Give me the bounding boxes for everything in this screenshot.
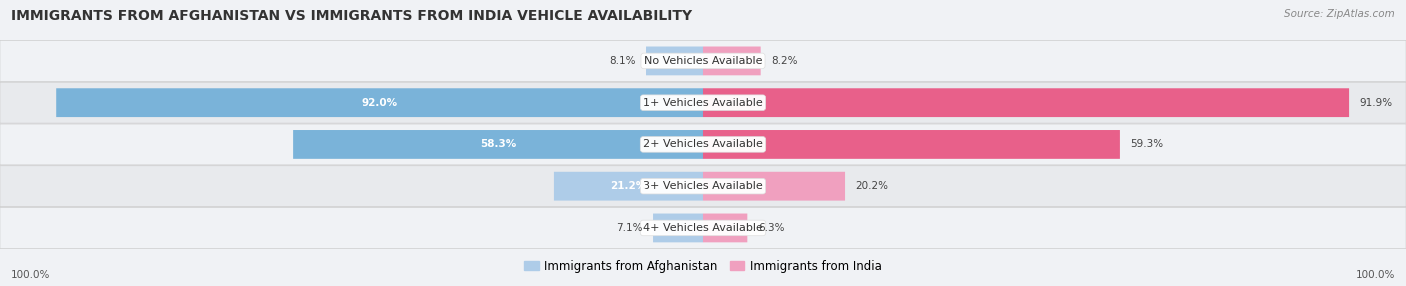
Text: 20.2%: 20.2% bbox=[855, 181, 889, 191]
Text: 3+ Vehicles Available: 3+ Vehicles Available bbox=[643, 181, 763, 191]
FancyBboxPatch shape bbox=[703, 214, 748, 242]
Text: 7.1%: 7.1% bbox=[616, 223, 643, 233]
FancyBboxPatch shape bbox=[0, 166, 1406, 207]
Text: 6.3%: 6.3% bbox=[758, 223, 785, 233]
Text: 91.9%: 91.9% bbox=[1360, 98, 1393, 108]
Text: 92.0%: 92.0% bbox=[361, 98, 398, 108]
FancyBboxPatch shape bbox=[56, 88, 703, 117]
Text: 8.1%: 8.1% bbox=[609, 56, 636, 66]
FancyBboxPatch shape bbox=[0, 82, 1406, 123]
Text: 100.0%: 100.0% bbox=[1355, 270, 1395, 279]
FancyBboxPatch shape bbox=[554, 172, 703, 200]
FancyBboxPatch shape bbox=[703, 47, 761, 75]
FancyBboxPatch shape bbox=[292, 130, 703, 159]
Text: 21.2%: 21.2% bbox=[610, 181, 647, 191]
FancyBboxPatch shape bbox=[703, 130, 1121, 159]
Text: IMMIGRANTS FROM AFGHANISTAN VS IMMIGRANTS FROM INDIA VEHICLE AVAILABILITY: IMMIGRANTS FROM AFGHANISTAN VS IMMIGRANT… bbox=[11, 9, 692, 23]
Text: 2+ Vehicles Available: 2+ Vehicles Available bbox=[643, 140, 763, 149]
FancyBboxPatch shape bbox=[703, 172, 845, 200]
Text: No Vehicles Available: No Vehicles Available bbox=[644, 56, 762, 66]
Text: 59.3%: 59.3% bbox=[1130, 140, 1164, 149]
Text: 58.3%: 58.3% bbox=[479, 140, 516, 149]
FancyBboxPatch shape bbox=[645, 47, 703, 75]
Legend: Immigrants from Afghanistan, Immigrants from India: Immigrants from Afghanistan, Immigrants … bbox=[520, 255, 886, 277]
Text: 100.0%: 100.0% bbox=[11, 270, 51, 279]
FancyBboxPatch shape bbox=[0, 124, 1406, 165]
Text: Source: ZipAtlas.com: Source: ZipAtlas.com bbox=[1284, 9, 1395, 19]
FancyBboxPatch shape bbox=[652, 214, 703, 242]
FancyBboxPatch shape bbox=[703, 88, 1350, 117]
FancyBboxPatch shape bbox=[0, 40, 1406, 82]
Text: 8.2%: 8.2% bbox=[772, 56, 797, 66]
FancyBboxPatch shape bbox=[0, 207, 1406, 249]
Text: 4+ Vehicles Available: 4+ Vehicles Available bbox=[643, 223, 763, 233]
Text: 1+ Vehicles Available: 1+ Vehicles Available bbox=[643, 98, 763, 108]
